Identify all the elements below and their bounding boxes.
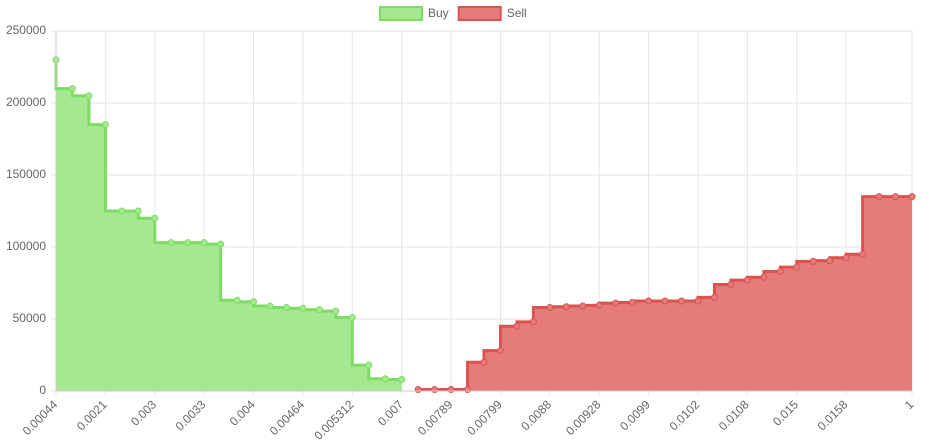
x-tick-label: 0.0108	[716, 397, 752, 433]
point	[431, 386, 439, 394]
x-tick-label: 0.0021	[74, 397, 110, 433]
point	[151, 214, 159, 222]
point	[727, 280, 735, 288]
point	[908, 193, 916, 201]
point	[529, 318, 537, 326]
point	[398, 375, 406, 383]
x-tick-label: 0.005312	[311, 397, 357, 443]
point	[859, 250, 867, 258]
point	[233, 296, 241, 304]
point	[299, 304, 307, 312]
point	[694, 297, 702, 305]
point	[809, 257, 817, 265]
legend-label: Buy	[428, 6, 449, 20]
point	[496, 347, 504, 355]
y-tick-label: 200000	[6, 95, 46, 109]
point	[184, 239, 192, 247]
point	[710, 293, 718, 301]
point	[348, 314, 356, 322]
point	[332, 307, 340, 315]
legend-swatch	[379, 6, 423, 21]
y-tick-label: 150000	[6, 167, 46, 181]
point	[645, 297, 653, 305]
point	[579, 302, 587, 310]
point	[101, 121, 109, 129]
point	[546, 303, 554, 311]
x-tick-label: 0.00789	[415, 397, 456, 438]
point	[200, 239, 208, 247]
point	[612, 299, 620, 307]
point	[776, 267, 784, 275]
point	[464, 386, 472, 394]
y-tick-label: 100000	[6, 239, 46, 253]
point	[315, 306, 323, 314]
y-tick-label: 250000	[6, 23, 46, 37]
point	[282, 303, 290, 311]
area	[56, 59, 402, 392]
point	[892, 193, 900, 201]
point	[595, 301, 603, 309]
x-tick-label: 0.00928	[563, 397, 604, 438]
x-tick-label: 0.003	[128, 397, 159, 428]
x-tick-label: 0.0102	[667, 397, 703, 433]
point	[480, 358, 488, 366]
x-tick-label: 0.0158	[815, 397, 851, 433]
x-tick-label: 0.007	[375, 397, 406, 428]
point	[743, 276, 751, 284]
point	[793, 263, 801, 271]
x-tick-label: 0.004	[227, 397, 258, 428]
legend-label: Sell	[507, 6, 527, 20]
point	[513, 322, 521, 330]
y-tick-label: 50000	[13, 311, 47, 325]
point	[447, 386, 455, 394]
x-tick-label: 0.0099	[617, 397, 653, 433]
y-tick-label: 0	[39, 383, 46, 397]
area	[418, 196, 912, 391]
point	[875, 193, 883, 201]
point	[118, 207, 126, 215]
point	[167, 239, 175, 247]
point	[250, 298, 258, 306]
point	[760, 273, 768, 281]
point	[134, 207, 142, 215]
x-tick-label: 0.00044	[20, 397, 61, 438]
point	[842, 254, 850, 262]
point	[381, 375, 389, 383]
point	[266, 302, 274, 310]
point	[661, 297, 669, 305]
point	[562, 303, 570, 311]
legend-swatch	[457, 6, 502, 21]
point	[826, 257, 834, 265]
x-tick-label: 0.0088	[518, 397, 554, 433]
point	[414, 386, 422, 394]
point	[85, 92, 93, 100]
point	[217, 240, 225, 248]
x-tick-label: 0.00464	[267, 397, 308, 438]
x-tick-label: 1	[902, 397, 917, 412]
point	[365, 361, 373, 369]
point	[678, 297, 686, 305]
x-tick-label: 0.00799	[464, 397, 505, 438]
point	[68, 85, 76, 93]
point	[628, 298, 636, 306]
x-tick-label: 0.015	[770, 397, 801, 428]
x-tick-label: 0.0033	[173, 397, 209, 433]
